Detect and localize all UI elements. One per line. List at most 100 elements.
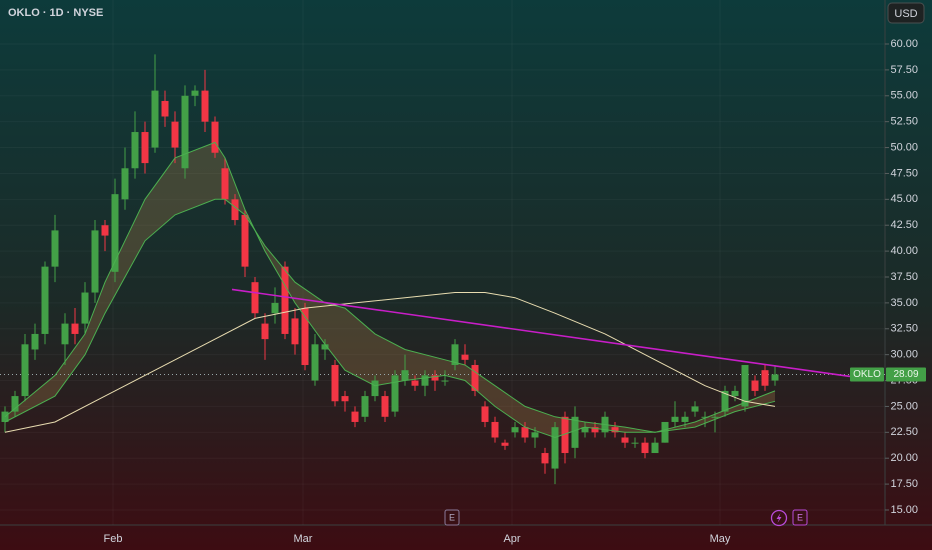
y-tick-label: 55.00	[890, 90, 918, 102]
chart-title: OKLO · 1D · NYSE	[8, 7, 103, 19]
y-tick-label: 40.00	[890, 245, 918, 257]
candle-body	[341, 396, 349, 402]
candle-body	[491, 421, 499, 438]
price-tag-bg	[886, 367, 926, 382]
candle-body	[371, 380, 379, 397]
plot-area	[0, 54, 885, 485]
x-tick-label: Apr	[503, 533, 520, 545]
candle-body	[531, 432, 539, 438]
candle-body	[401, 370, 409, 381]
y-tick-label: 60.00	[890, 38, 918, 50]
candle-body	[751, 380, 759, 391]
candle-body	[101, 225, 109, 236]
candle-body	[81, 292, 89, 324]
currency-label: USD	[894, 8, 917, 20]
x-tick-label: May	[710, 533, 731, 545]
price-tag-ticker: OKLO	[853, 369, 881, 380]
candle-body	[51, 230, 59, 267]
currency-button[interactable]	[887, 2, 925, 24]
candle-body	[41, 266, 49, 334]
candle-body	[281, 266, 289, 334]
candle-body	[691, 406, 699, 412]
candle-body	[731, 390, 739, 397]
y-tick-label: 50.00	[890, 141, 918, 153]
candle-body	[191, 90, 199, 96]
candle-body	[521, 427, 529, 438]
ma-line	[4, 292, 776, 433]
candle-body	[591, 427, 599, 433]
price-tag-label: 28.09	[893, 369, 918, 380]
candle-body	[641, 442, 649, 454]
candle-body	[241, 214, 249, 267]
candle-body	[511, 427, 519, 433]
candle-body	[251, 282, 259, 314]
candle-body	[301, 308, 309, 366]
dividend-icon	[770, 509, 788, 527]
candle-body	[421, 375, 429, 386]
candle-body	[481, 406, 489, 422]
candle-body	[711, 416, 719, 418]
candle-body	[111, 194, 119, 272]
ma-line	[4, 198, 776, 433]
y-tick-label: 37.50	[890, 271, 918, 283]
ma-line	[4, 141, 776, 439]
candle-body	[431, 375, 439, 381]
candle-body	[171, 121, 179, 148]
candle-body	[501, 442, 509, 446]
event-label: E	[797, 512, 803, 522]
ma-band	[5, 142, 775, 438]
y-tick-label: 57.50	[890, 64, 918, 76]
candle-body	[761, 370, 769, 386]
candle-body	[31, 333, 39, 350]
candle-body	[11, 396, 19, 412]
candle-body	[631, 442, 639, 444]
trend-line	[231, 288, 851, 378]
event-label: E	[449, 512, 455, 522]
y-tick-label: 15.00	[890, 504, 918, 516]
candle-body	[181, 95, 189, 169]
candle-body	[391, 375, 399, 412]
candle-body	[701, 416, 709, 418]
candle-body	[681, 416, 689, 422]
y-tick-label: 22.50	[890, 426, 918, 438]
y-tick-label: 47.50	[890, 167, 918, 179]
y-tick-label: 30.00	[890, 349, 918, 361]
candle-body	[571, 416, 579, 448]
y-tick-label: 35.00	[890, 297, 918, 309]
candle-body	[291, 318, 299, 345]
candle-body	[21, 344, 29, 397]
candle-body	[441, 380, 449, 382]
candle-body	[311, 344, 319, 381]
candle-body	[231, 199, 239, 221]
candle-body	[321, 344, 329, 350]
candle-body	[61, 323, 69, 345]
candle-body	[141, 132, 149, 164]
candle-body	[771, 374, 779, 381]
candle-body	[741, 365, 749, 407]
y-tick-label: 20.00	[890, 452, 918, 464]
price-tag-ticker-bg	[850, 367, 884, 382]
candle-body	[131, 132, 139, 169]
candle-body	[541, 453, 549, 464]
candle-body	[411, 380, 419, 386]
candle-body	[211, 121, 219, 153]
candle-body	[381, 396, 389, 417]
candle-body	[121, 168, 129, 200]
candle-body	[71, 323, 79, 334]
candle-body	[611, 427, 619, 433]
candle-body	[651, 442, 659, 454]
candle-body	[271, 302, 279, 314]
candle-body	[561, 416, 569, 454]
x-tick-label: Feb	[104, 533, 123, 545]
candle-body	[261, 323, 269, 340]
candle-body	[551, 427, 559, 469]
candle-body	[581, 427, 589, 433]
candle-body	[671, 416, 679, 422]
y-tick-label: 32.50	[890, 323, 918, 335]
candle-body	[451, 344, 459, 366]
candle-body	[621, 437, 629, 443]
candle-body	[351, 411, 359, 422]
candle-body	[361, 396, 369, 417]
